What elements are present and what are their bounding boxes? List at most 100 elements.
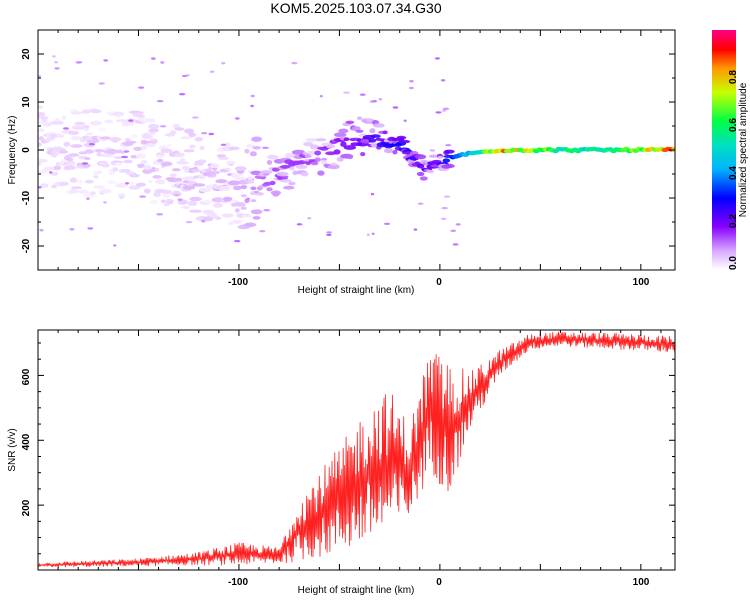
spectrogram-cell: [160, 148, 173, 153]
spectrogram-cell: [38, 158, 48, 163]
spectrogram-cell: [321, 159, 328, 165]
spectrogram-cell: [149, 200, 159, 205]
spectrogram-cell: [185, 220, 193, 224]
spectrogram-cell: [360, 152, 366, 157]
spectrogram-cell: [245, 197, 251, 200]
spectrogram-cell: [365, 118, 373, 123]
spectrogram-cell: [319, 95, 323, 98]
spectrogram-cell: [96, 170, 102, 174]
spectrogram-cell: [314, 150, 322, 156]
spectrogram-cell: [192, 116, 199, 119]
spectrogram-cell: [383, 139, 389, 143]
spectrogram-cell: [155, 152, 165, 157]
spectrogram-cell: [413, 228, 418, 231]
spectrogram-cell: [443, 195, 451, 198]
spectrogram-cell: [115, 183, 128, 188]
spectrogram-cell: [76, 180, 84, 184]
spectrogram-cell: [159, 125, 167, 128]
spectrogram-cell: [192, 183, 206, 187]
spectrogram-cell: [201, 220, 206, 223]
top-x-tick-label: 0: [436, 277, 442, 288]
spectrogram-cell: [240, 206, 247, 210]
spectrogram-cell: [112, 167, 119, 172]
spectrogram-cell: [181, 74, 188, 78]
spectrogram-cell: [173, 194, 180, 197]
spectrogram-cell: [148, 128, 160, 133]
spectrogram-cell: [180, 158, 186, 162]
spectrogram-cell: [416, 171, 425, 177]
spectrogram-cell: [227, 221, 234, 226]
spectrogram-cell: [201, 132, 208, 135]
spectrogram-cell: [189, 209, 202, 213]
spectrogram-cell: [105, 148, 119, 155]
spectrogram-cell: [220, 143, 227, 146]
spectrogram-cell: [333, 149, 341, 155]
spectrogram-cell: [82, 125, 90, 129]
colorbar-tick-label: 0.0: [728, 256, 739, 270]
spectrogram-cell: [224, 142, 231, 147]
top-y-tick-label: 10: [21, 96, 32, 108]
bottom-x-tick-label: -100: [228, 577, 248, 588]
top-y-tick-label: 20: [21, 48, 32, 60]
spectrogram-cell: [291, 149, 305, 155]
spectrogram-cell: [133, 146, 143, 151]
spectrogram-cell: [223, 196, 233, 202]
spectrogram-cell: [235, 117, 240, 120]
spectrogram-cell: [63, 127, 69, 130]
spectrogram-cell: [259, 170, 273, 174]
colorbar-tick-label: 0.6: [728, 118, 739, 132]
spectrogram-cell: [53, 165, 62, 171]
spectrogram-cell: [327, 164, 340, 170]
spectrogram-cell: [99, 188, 112, 194]
spectrogram-cell: [259, 230, 266, 233]
spectrogram-cell: [152, 193, 162, 197]
spectrogram-cell: [262, 146, 269, 149]
bottom-x-tick-label: 100: [633, 577, 650, 588]
spectrogram-cell: [167, 143, 173, 147]
spectrogram-cell: [67, 157, 74, 162]
spectrogram-cell: [145, 131, 156, 136]
spectrogram-cell: [441, 206, 448, 210]
colorbar: 0.0 0.2 0.4 0.6 0.8 Normalized spectral …: [712, 30, 749, 270]
spectrogram-cell: [155, 179, 166, 185]
spectrogram-cell: [117, 193, 126, 197]
spectrogram-cell: [87, 227, 94, 230]
spectrogram-cell: [142, 168, 153, 174]
spectrogram-cell: [184, 128, 195, 134]
spectrogram-cell: [434, 57, 440, 60]
spectrogram-cell: [240, 194, 247, 198]
spectrogram-cell: [280, 164, 292, 169]
spectrogram-cell: [429, 149, 436, 152]
spectrogram-cell: [303, 142, 314, 147]
spectrogram-cell: [250, 94, 255, 98]
spectrogram-cell: [249, 151, 257, 157]
spectrogram-cell: [392, 140, 398, 145]
spectrogram-cell: [98, 127, 106, 132]
spectrogram-cell: [176, 160, 189, 165]
spectrogram-cell: [245, 144, 255, 148]
spectrogram-cell: [187, 201, 198, 206]
spectrogram-cell: [415, 154, 427, 160]
spectrogram-cell: [302, 152, 308, 156]
spectrogram-cell: [325, 151, 337, 156]
spectrogram-cell: [89, 191, 96, 195]
spectrogram-cell: [145, 118, 156, 123]
spectrogram-cell: [428, 154, 439, 158]
spectrogram-cell: [85, 132, 93, 136]
spectrogram-cell: [135, 182, 146, 187]
spectrogram-cell: [305, 138, 317, 142]
spectrogram-cell: [98, 82, 105, 85]
spectrogram-cell: [291, 61, 298, 65]
spectrogram-cell: [38, 136, 45, 141]
colorbar-label: Normalized spectral amplitude: [738, 82, 749, 217]
spectrogram-cell: [148, 123, 160, 129]
spectrogram-cell: [225, 161, 237, 165]
spectrogram-cell: [109, 136, 122, 142]
bottom-y-tick-label: 400: [21, 433, 32, 450]
spectrogram-cell: [314, 157, 322, 162]
spectrogram-ticks: [37, 29, 675, 271]
spectrogram-cell: [307, 217, 312, 220]
spectrogram-cell: [106, 180, 118, 185]
spectrogram-cell: [90, 109, 102, 114]
